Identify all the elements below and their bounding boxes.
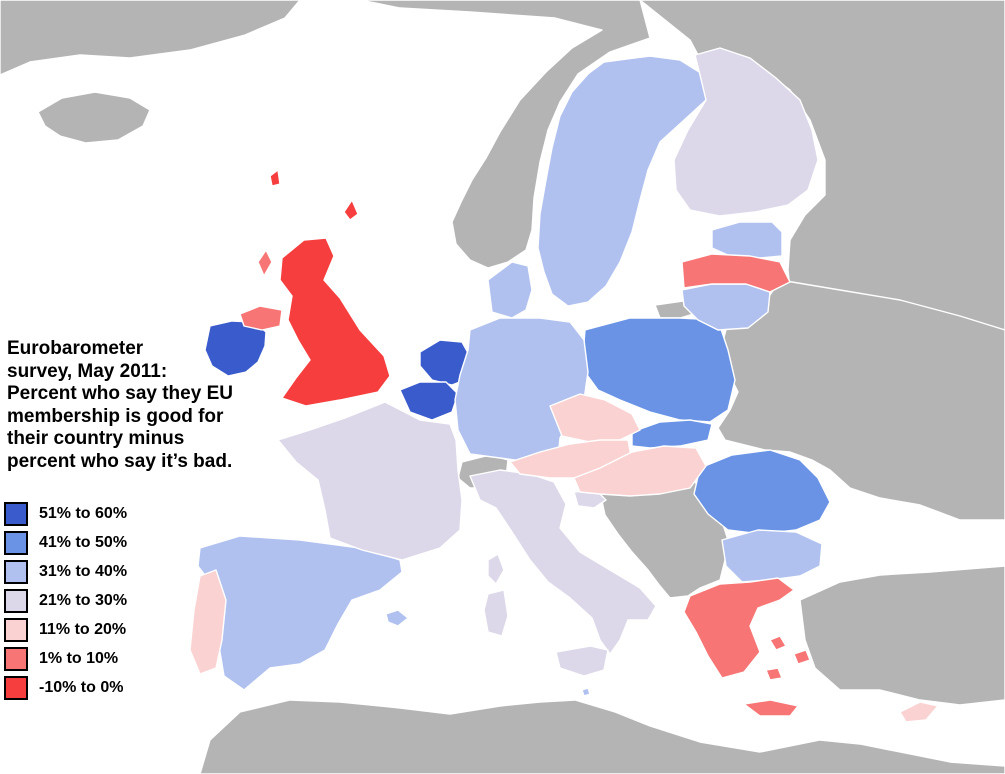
norway bbox=[359, 0, 651, 269]
legend-swatch bbox=[4, 501, 28, 526]
legend-title-line: their country minus bbox=[7, 428, 185, 449]
legend-swatch bbox=[4, 559, 28, 584]
country-cyprus bbox=[899, 701, 939, 723]
legend-title-line: survey, May 2011: bbox=[7, 360, 168, 382]
country-france bbox=[277, 401, 463, 561]
north-africa bbox=[199, 699, 1005, 774]
corsica bbox=[487, 553, 505, 585]
country-portugal bbox=[189, 569, 227, 675]
legend-label: 51% to 60% bbox=[39, 504, 128, 522]
legend: 51% to 60% 41% to 50% 31% to 40% 21% to … bbox=[4, 499, 127, 702]
legend-swatch bbox=[4, 675, 28, 700]
legend-title-line: percent who say it’s bad. bbox=[7, 450, 233, 472]
legend-label: 21% to 30% bbox=[39, 591, 128, 609]
legend-title: Eurobarometer survey, May 2011: Percent … bbox=[7, 338, 277, 473]
legend-item: 1% to 10% bbox=[4, 644, 127, 673]
legend-item: 51% to 60% bbox=[4, 499, 127, 528]
legend-label: 41% to 50% bbox=[39, 533, 128, 551]
legend-label: 31% to 40% bbox=[39, 562, 128, 580]
legend-item: 21% to 30% bbox=[4, 586, 127, 615]
greek-islands bbox=[765, 635, 811, 681]
country-italy bbox=[469, 469, 657, 655]
legend-label: -10% to 0% bbox=[39, 678, 124, 696]
shetland-islands bbox=[269, 169, 359, 221]
legend-swatch bbox=[4, 588, 28, 613]
legend-title-line: Percent who say they EU bbox=[7, 383, 233, 404]
balearic-islands bbox=[385, 609, 409, 627]
legend-item: -10% to 0% bbox=[4, 673, 127, 702]
legend-label: 11% to 20% bbox=[39, 620, 127, 638]
legend-title-line: Eurobarometer bbox=[7, 338, 144, 359]
crete bbox=[743, 699, 799, 717]
legend-item: 31% to 40% bbox=[4, 557, 127, 586]
country-estonia bbox=[711, 221, 783, 259]
country-poland bbox=[581, 317, 736, 423]
country-denmark bbox=[487, 261, 533, 319]
hebrides bbox=[257, 249, 273, 277]
country-united-kingdom bbox=[279, 237, 391, 407]
legend-label: 1% to 10% bbox=[39, 649, 119, 667]
legend-title-line: membership is good for bbox=[7, 405, 224, 427]
country-hungary bbox=[573, 445, 707, 497]
iceland bbox=[37, 91, 151, 144]
greenland bbox=[0, 0, 301, 76]
turkey bbox=[799, 565, 1005, 706]
country-malta bbox=[581, 687, 591, 697]
sardinia bbox=[483, 589, 509, 637]
legend-item: 41% to 50% bbox=[4, 528, 127, 557]
country-finland bbox=[673, 47, 819, 217]
country-latvia bbox=[681, 253, 791, 293]
legend-item: 11% to 20% bbox=[4, 615, 127, 644]
country-bulgaria bbox=[721, 529, 823, 583]
legend-swatch bbox=[4, 646, 28, 671]
country-romania bbox=[693, 449, 831, 535]
country-czech-republic bbox=[549, 393, 641, 443]
legend-swatch bbox=[4, 530, 28, 555]
legend-swatch bbox=[4, 617, 28, 642]
northern-ireland bbox=[239, 305, 283, 331]
country-slovakia bbox=[631, 419, 713, 449]
sicily bbox=[555, 645, 609, 677]
country-greece bbox=[683, 577, 795, 679]
